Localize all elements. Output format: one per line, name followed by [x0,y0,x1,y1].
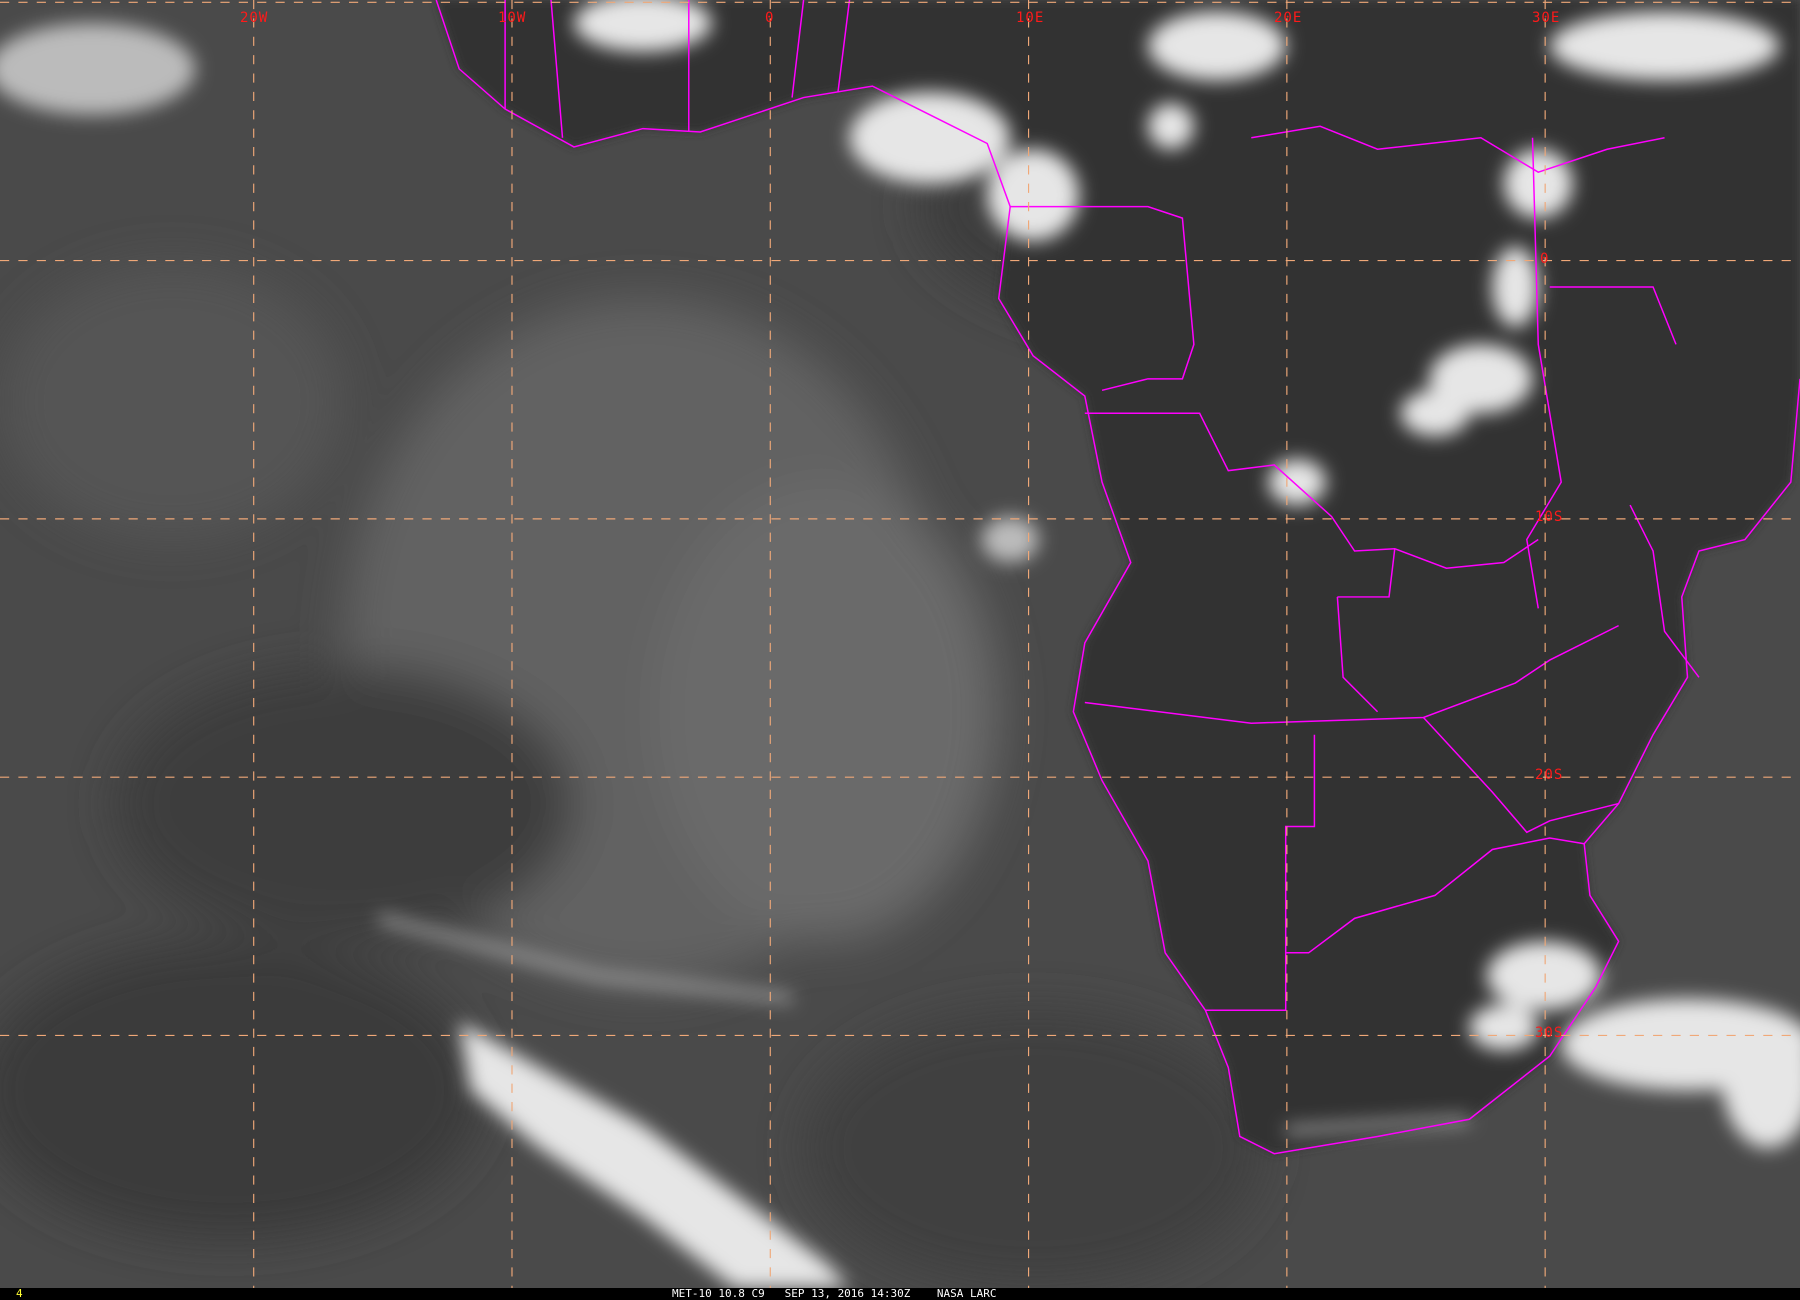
coastline [435,0,1800,1155]
status-bar: 4 MET-10 10.8 C9 SEP 13, 2016 14:30Z NAS… [0,1288,1800,1300]
lat-label-20s: 20S [1535,767,1564,783]
land-africa [436,0,1800,1154]
border [1549,286,1700,678]
lat-label-30s: 30S [1535,1025,1564,1041]
image-caption: MET-10 10.8 C9 SEP 13, 2016 14:30Z NASA … [672,1287,997,1300]
border [1010,205,1195,392]
border [1284,734,1585,954]
lon-label-10w: 10W [498,10,527,26]
border [1251,125,1665,174]
lon-label-30e: 30E [1532,10,1561,26]
lon-label-0: 0 [765,10,775,26]
lon-label-20e: 20E [1274,10,1303,26]
border [1205,952,1287,1011]
border [1336,548,1396,713]
coastlines-borders [435,0,1800,1155]
border [1084,624,1619,724]
border [1526,137,1563,609]
lat-label-10s: 10S [1535,509,1564,525]
lat-label-0: 0 [1540,251,1550,267]
border [504,0,851,138]
border [1084,412,1539,569]
lon-label-10e: 10E [1016,10,1045,26]
frame-number: 4 [16,1287,23,1300]
lon-label-20w: 20W [240,10,269,26]
border [1422,716,1619,834]
